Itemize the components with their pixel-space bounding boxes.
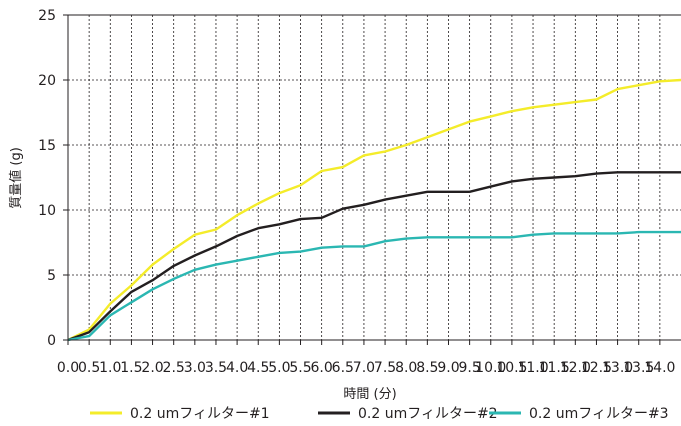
x-tick-label: 7.5 — [374, 360, 396, 376]
y-tick-label: 0 — [47, 333, 56, 349]
series-line-2 — [67, 171, 681, 342]
plot-frame — [67, 14, 681, 341]
x-tick-label: 5.0 — [268, 360, 290, 376]
y-tick-label: 5 — [47, 268, 56, 284]
legend-label-2: 0.2 umフィルター#2 — [358, 406, 498, 422]
y-axis-title: 質量値 (g) — [8, 147, 24, 209]
y-axis-ticks: 0 5 10 15 20 25 — [38, 8, 68, 349]
x-tick-label: 4.5 — [247, 360, 269, 376]
series-lines — [67, 78, 681, 342]
x-tick-label: 6.0 — [311, 360, 333, 376]
y-tick-label: 20 — [38, 73, 56, 89]
x-tick-label: 11.0 — [517, 360, 548, 376]
x-tick-label: 1.0 — [99, 360, 121, 376]
x-tick-label: 6.5 — [332, 360, 354, 376]
x-tick-label: 7.0 — [353, 360, 375, 376]
x-tick-label: 8.5 — [416, 360, 438, 376]
x-tick-label: 12.5 — [581, 360, 612, 376]
x-tick-label: 12.0 — [560, 360, 591, 376]
x-tick-label: 2.5 — [163, 360, 185, 376]
x-axis-ticks: 0.00.51.01.52.02.53.03.54.04.55.05.56.06… — [57, 340, 675, 376]
legend-label-1: 0.2 umフィルター#1 — [130, 406, 270, 422]
x-tick-label: 14.0 — [644, 360, 675, 376]
x-tick-label: 0.0 — [57, 360, 79, 376]
x-tick-label: 9.5 — [458, 360, 480, 376]
series-line-1 — [67, 78, 681, 342]
y-tick-label: 10 — [38, 203, 56, 219]
x-tick-label: 5.5 — [289, 360, 311, 376]
x-tick-label: 8.0 — [395, 360, 417, 376]
y-tick-label: 25 — [38, 8, 56, 24]
x-tick-label: 11.5 — [539, 360, 570, 376]
x-tick-label: 0.5 — [78, 360, 100, 376]
legend: 0.2 umフィルター#1 0.2 umフィルター#2 0.2 umフィルター#3 — [90, 406, 669, 422]
x-tick-label: 3.5 — [205, 360, 227, 376]
x-tick-label: 13.0 — [602, 360, 633, 376]
x-tick-label: 10.5 — [496, 360, 527, 376]
x-tick-label: 4.0 — [226, 360, 248, 376]
x-tick-label: 2.0 — [141, 360, 163, 376]
x-tick-label: 13.5 — [623, 360, 654, 376]
x-tick-label: 9.0 — [437, 360, 459, 376]
x-tick-label: 1.5 — [120, 360, 142, 376]
legend-label-3: 0.2 umフィルター#3 — [529, 406, 669, 422]
x-axis-title: 時間 (分) — [343, 387, 396, 402]
x-tick-label: 3.0 — [184, 360, 206, 376]
x-tick-label: 10.0 — [475, 360, 506, 376]
y-tick-label: 15 — [38, 138, 56, 154]
series-line-3 — [67, 230, 681, 342]
grid-lines — [68, 15, 681, 340]
